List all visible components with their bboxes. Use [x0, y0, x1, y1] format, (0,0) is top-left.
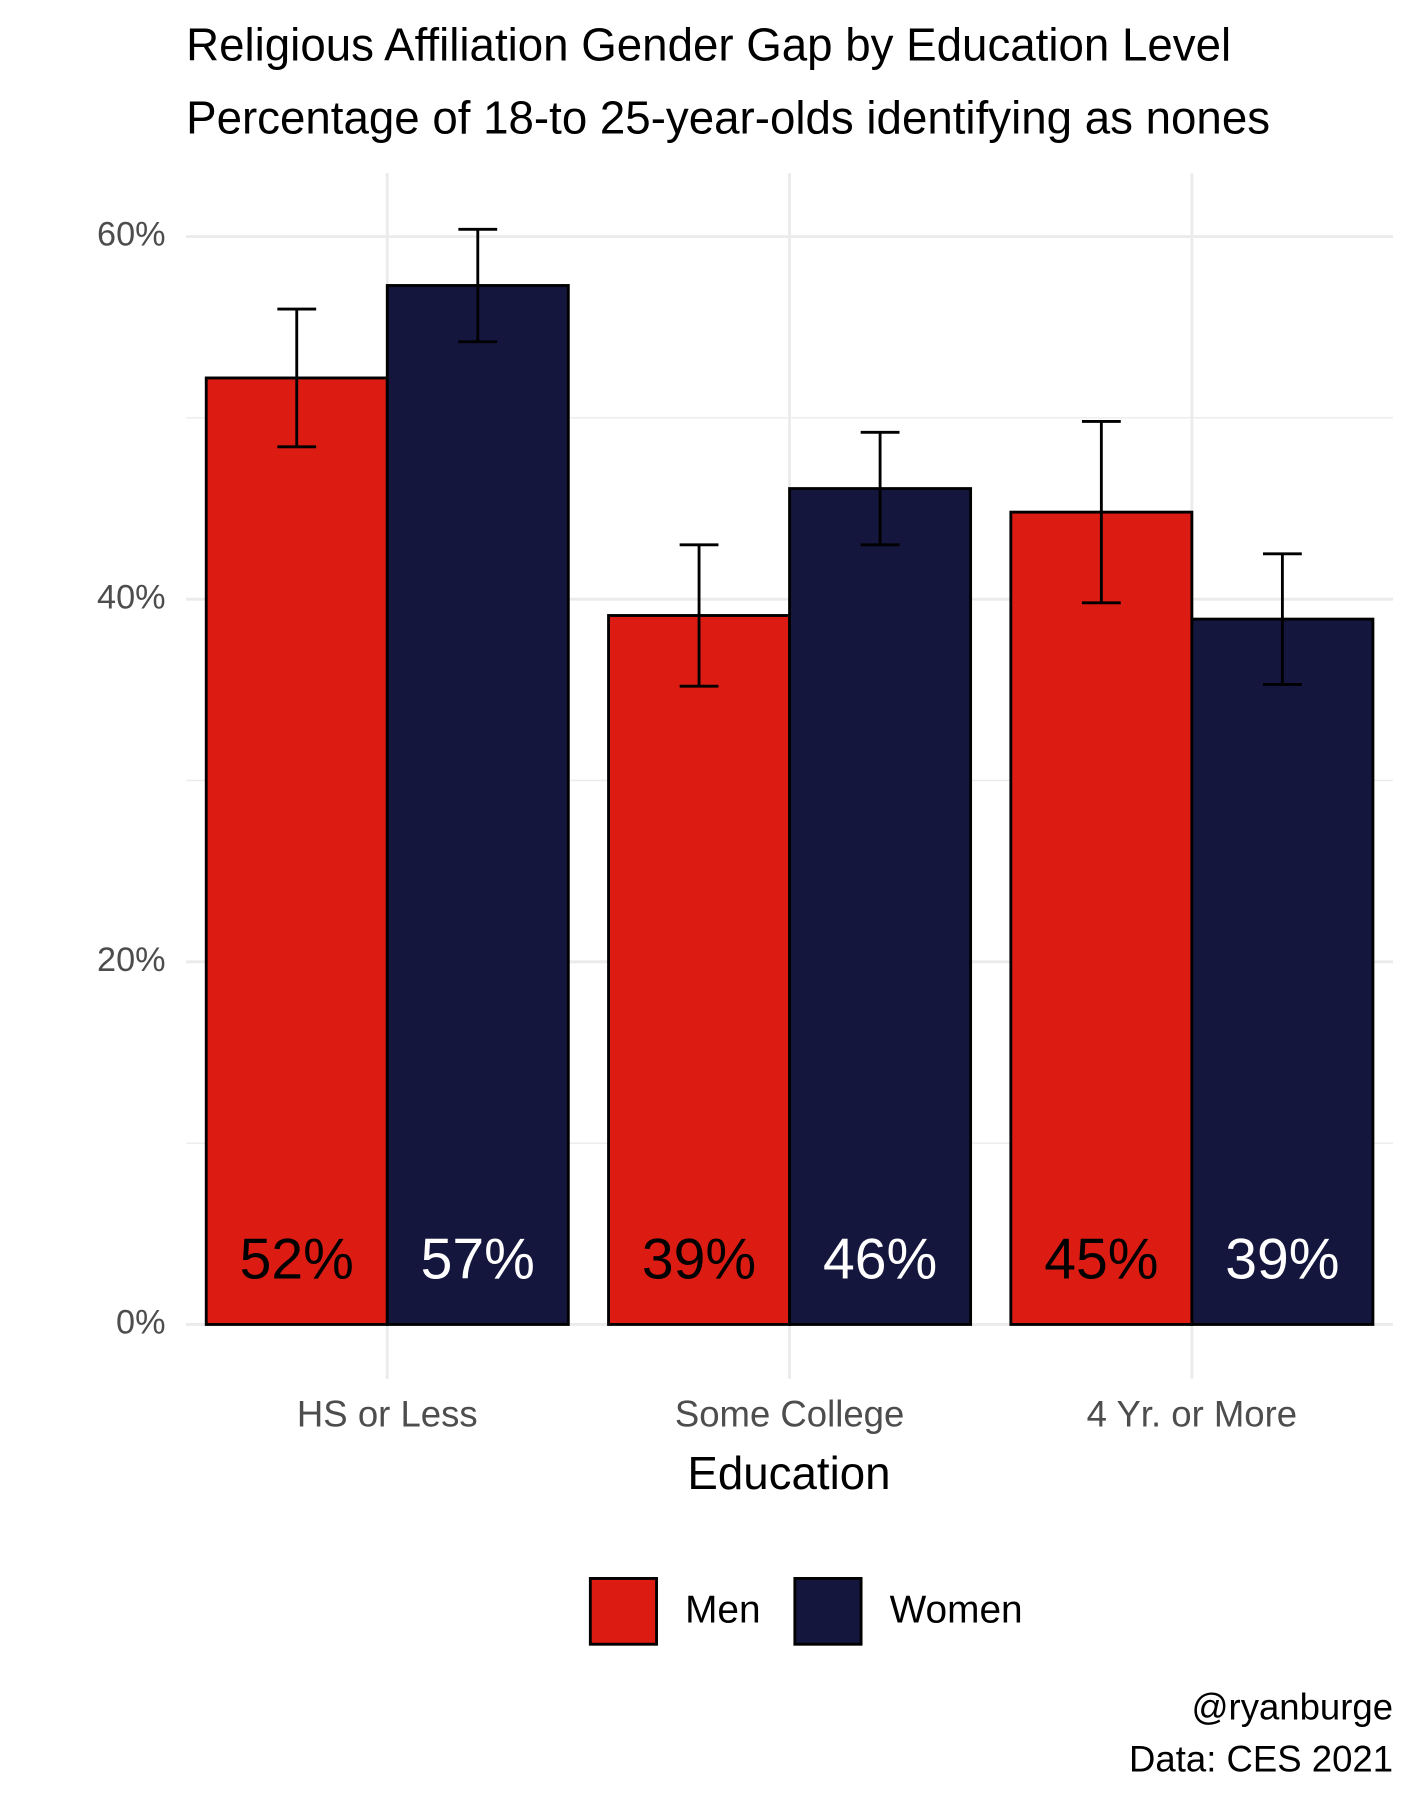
value-label: 46%: [823, 1227, 937, 1291]
bar: [1190, 617, 1375, 1326]
chart-title: Religious Affiliation Gender Gap by Educ…: [186, 18, 1231, 70]
y-tick-label: 40%: [97, 578, 166, 616]
caption: @ryanburge: [1191, 1687, 1393, 1728]
x-tick-label: 4 Yr. or More: [1087, 1394, 1297, 1435]
value-label: 39%: [642, 1227, 756, 1291]
legend-label: Men: [685, 1588, 761, 1631]
value-label: 45%: [1044, 1227, 1158, 1291]
y-tick-label: 20%: [97, 941, 166, 979]
bar: [607, 614, 792, 1326]
legend-swatch: [588, 1577, 658, 1646]
x-tick-label: Some College: [675, 1394, 904, 1435]
y-tick-label: 0%: [116, 1303, 166, 1341]
x-tick-label: HS or Less: [297, 1394, 478, 1435]
value-label: 57%: [421, 1227, 535, 1291]
chart-subtitle: Percentage of 18-to 25-year-olds identif…: [186, 91, 1270, 143]
bar: [204, 376, 389, 1326]
bar: [1009, 510, 1194, 1326]
bar: [788, 487, 973, 1326]
value-label: 39%: [1225, 1227, 1339, 1291]
legend-label: Women: [890, 1588, 1023, 1631]
legend-swatch: [793, 1577, 863, 1646]
y-tick-label: 60%: [97, 216, 166, 254]
x-axis-title: Education: [687, 1447, 890, 1499]
value-label: 52%: [240, 1227, 354, 1291]
bar: [385, 284, 570, 1326]
caption: Data: CES 2021: [1129, 1739, 1393, 1780]
